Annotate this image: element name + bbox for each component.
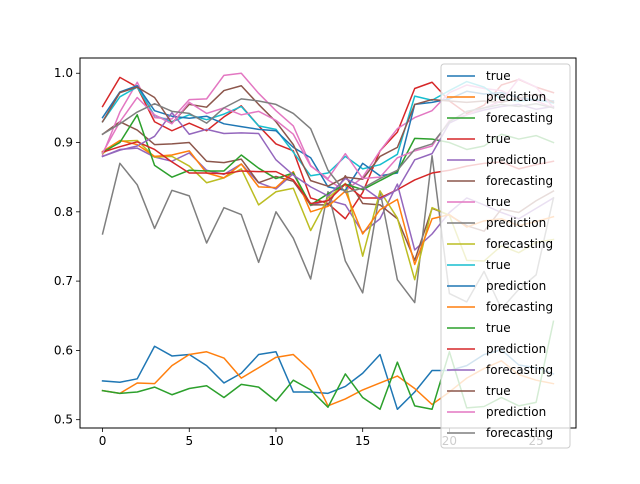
legend-label: true (486, 195, 511, 209)
y-tick-label: 0.9 (54, 136, 73, 150)
legend-label: forecasting (486, 111, 553, 125)
legend-label: forecasting (486, 174, 553, 188)
y-tick-label: 0.6 (54, 343, 73, 357)
plot-frame (79, 57, 577, 429)
legend-label: prediction (486, 216, 546, 230)
legend-label: true (486, 384, 511, 398)
legend-label: prediction (486, 153, 546, 167)
legend: true prediction forecasting true prediction f… (440, 63, 571, 449)
legend-label: forecasting (486, 237, 553, 251)
y-tick-label: 0.7 (54, 274, 73, 288)
x-tick-label: 10 (268, 434, 283, 448)
x-tick-label: 5 (185, 434, 193, 448)
y-axis: 0.5 0.6 0.7 0.8 0.9 1.0 (54, 66, 80, 427)
legend-label: true (486, 69, 511, 83)
legend-label: forecasting (486, 426, 553, 440)
x-tick-label: 0 (99, 434, 107, 448)
legend-label: forecasting (486, 363, 553, 377)
legend-label: true (486, 258, 511, 272)
legend-label: true (486, 321, 511, 335)
legend-label: prediction (486, 405, 546, 419)
legend-label: prediction (486, 342, 546, 356)
legend-label: prediction (486, 90, 546, 104)
legend-label: prediction (486, 279, 546, 293)
x-tick-label: 15 (355, 434, 370, 448)
y-tick-label: 0.5 (54, 413, 73, 427)
legend-label: true (486, 132, 511, 146)
y-tick-label: 0.8 (54, 205, 73, 219)
y-tick-label: 1.0 (54, 66, 73, 80)
legend-label: forecasting (486, 300, 553, 314)
